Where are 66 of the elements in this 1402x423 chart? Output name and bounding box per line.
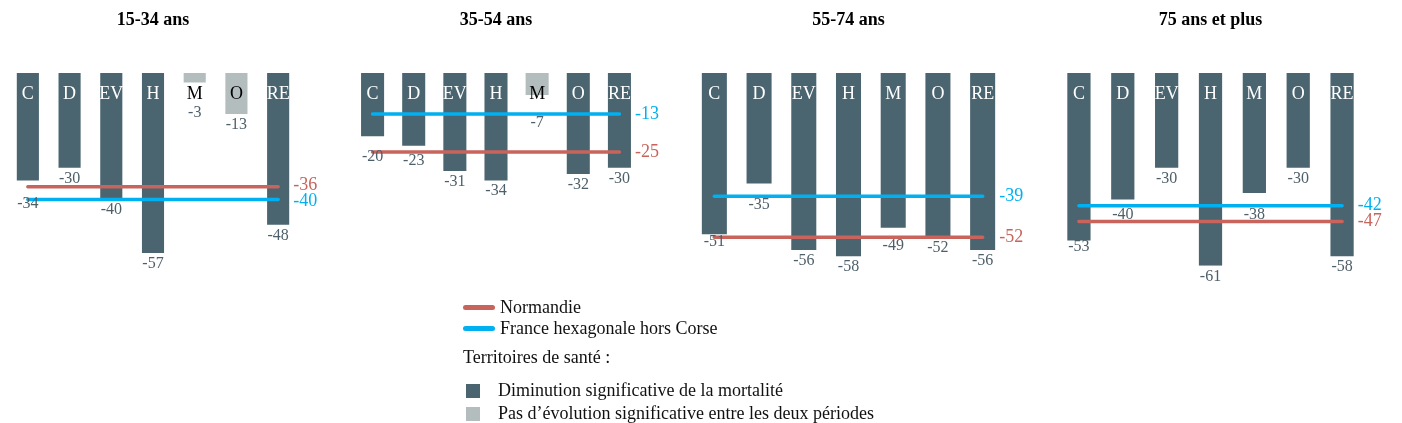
data-label: -30 bbox=[1155, 168, 1178, 186]
data-label: -58 bbox=[1331, 257, 1353, 275]
data-label: -31 bbox=[444, 171, 466, 189]
data-label: -25 bbox=[634, 140, 659, 161]
data-label: -52 bbox=[927, 238, 949, 256]
data-label: -30 bbox=[1287, 168, 1309, 186]
x-tick-label: D bbox=[752, 82, 766, 103]
x-tick-label: H bbox=[146, 82, 160, 103]
data-label: -13 bbox=[225, 115, 248, 133]
legend-label: Normandie bbox=[500, 297, 581, 318]
data-label: -49 bbox=[882, 236, 904, 254]
data-label: -51 bbox=[703, 232, 726, 250]
x-tick-label: O bbox=[931, 82, 945, 103]
data-label: -39 bbox=[999, 184, 1024, 205]
legend-label: France hexagonale hors Corse bbox=[500, 318, 718, 339]
x-tick-label: RE bbox=[971, 82, 995, 103]
data-label: -53 bbox=[1068, 237, 1090, 255]
chart-title: 35-54 ans bbox=[459, 9, 533, 30]
data-label: -38 bbox=[1243, 204, 1266, 222]
data-label: -56 bbox=[971, 250, 994, 268]
data-label: -56 bbox=[793, 250, 815, 268]
x-tick-label: M bbox=[1246, 82, 1263, 103]
data-label: -23 bbox=[403, 151, 425, 169]
data-label: -30 bbox=[58, 168, 81, 186]
data-label: -3 bbox=[188, 103, 202, 120]
x-tick-label: C bbox=[1072, 82, 1085, 103]
x-tick-label: O bbox=[1291, 82, 1305, 103]
x-tick-label: H bbox=[1204, 82, 1217, 103]
data-label: -32 bbox=[567, 175, 589, 193]
data-label: -47 bbox=[1357, 210, 1382, 231]
legend-title: Territoires de santé : bbox=[463, 347, 611, 368]
x-tick-label: M bbox=[529, 82, 546, 103]
data-label: -61 bbox=[1199, 266, 1222, 284]
x-tick-label: RE bbox=[607, 82, 631, 103]
x-tick-label: H bbox=[489, 82, 503, 103]
data-label: -40 bbox=[1112, 204, 1134, 222]
data-label: -58 bbox=[837, 257, 860, 275]
x-tick-label: O bbox=[229, 82, 243, 103]
x-tick-label: EV bbox=[791, 82, 816, 103]
chart-title: 15-34 ans bbox=[116, 9, 190, 30]
x-tick-label: M bbox=[885, 82, 902, 103]
x-tick-label: RE bbox=[266, 82, 290, 103]
x-tick-label: D bbox=[1116, 82, 1130, 103]
data-label: -20 bbox=[361, 146, 384, 164]
x-tick-label: C bbox=[366, 82, 379, 103]
x-tick-label: H bbox=[842, 82, 855, 103]
x-tick-label: M bbox=[186, 82, 203, 103]
x-tick-label: O bbox=[571, 82, 585, 103]
legend-label: Pas d’évolution significative entre les deux périodes bbox=[498, 403, 874, 423]
x-tick-label: C bbox=[708, 82, 721, 103]
x-tick-label: C bbox=[21, 82, 34, 103]
data-label: -13 bbox=[634, 102, 659, 123]
data-label: -30 bbox=[608, 168, 631, 186]
x-tick-label: D bbox=[407, 82, 421, 103]
chart-title: 55-74 ans bbox=[812, 9, 885, 30]
data-label: -57 bbox=[142, 254, 164, 272]
x-tick-label: D bbox=[63, 82, 77, 103]
data-label: -48 bbox=[267, 225, 289, 243]
data-label: -7 bbox=[530, 113, 544, 131]
data-label: -34 bbox=[485, 181, 507, 199]
chart-title: 75 ans et plus bbox=[1158, 9, 1263, 30]
data-label: -52 bbox=[999, 226, 1024, 247]
data-label: -35 bbox=[748, 195, 770, 213]
data-label: -40 bbox=[100, 200, 122, 218]
legend-label: Diminution significative de la mortalité bbox=[498, 380, 783, 401]
x-tick-label: RE bbox=[1330, 82, 1354, 103]
